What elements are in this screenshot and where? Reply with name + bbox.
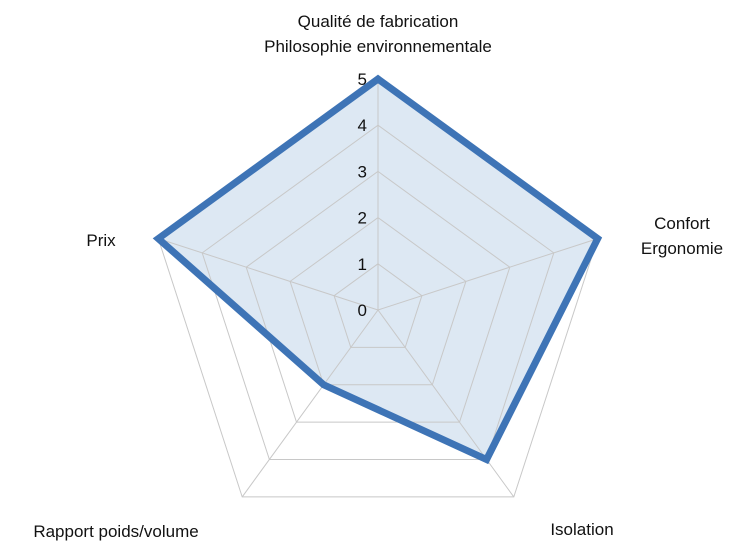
axis-label: Confort Ergonomie <box>641 214 723 258</box>
tick-label: 2 <box>358 209 367 228</box>
tick-label: 0 <box>358 301 367 320</box>
axis-label-line: Prix <box>86 231 116 250</box>
tick-label: 5 <box>358 70 367 89</box>
axis-label: Qualité de fabrication Philosophie enviro… <box>264 12 492 56</box>
tick-layer: 0 1 2 3 4 5 <box>358 70 367 320</box>
grid-spoke <box>377 238 598 311</box>
grid-spoke <box>377 309 515 498</box>
series-line <box>152 74 603 465</box>
axis-label: Prix <box>86 231 116 250</box>
grid-ring <box>333 263 423 348</box>
axis-label-layer: Qualité de fabrication Philosophie enviro… <box>33 12 723 541</box>
grid-ring <box>245 170 511 423</box>
axis-label: Isolation <box>550 520 613 539</box>
grid-spoke <box>241 309 379 498</box>
axis-label: Rapport poids/volume <box>33 522 198 541</box>
tick-label: 4 <box>358 116 367 135</box>
series-layer <box>152 74 603 465</box>
axis-label-line: Philosophie environnementale <box>264 37 492 56</box>
axis-label-line: Isolation <box>550 520 613 539</box>
tick-label: 1 <box>358 255 367 274</box>
axis-label-line: Confort <box>654 214 710 233</box>
grid-spoke <box>158 238 379 311</box>
axis-label-line: Qualité de fabrication <box>298 12 459 31</box>
tick-label: 3 <box>358 162 367 181</box>
grid-ring <box>201 124 555 460</box>
axis-label-line: Ergonomie <box>641 239 723 258</box>
grid-ring <box>289 216 467 386</box>
axis-label-line: Rapport poids/volume <box>33 522 198 541</box>
